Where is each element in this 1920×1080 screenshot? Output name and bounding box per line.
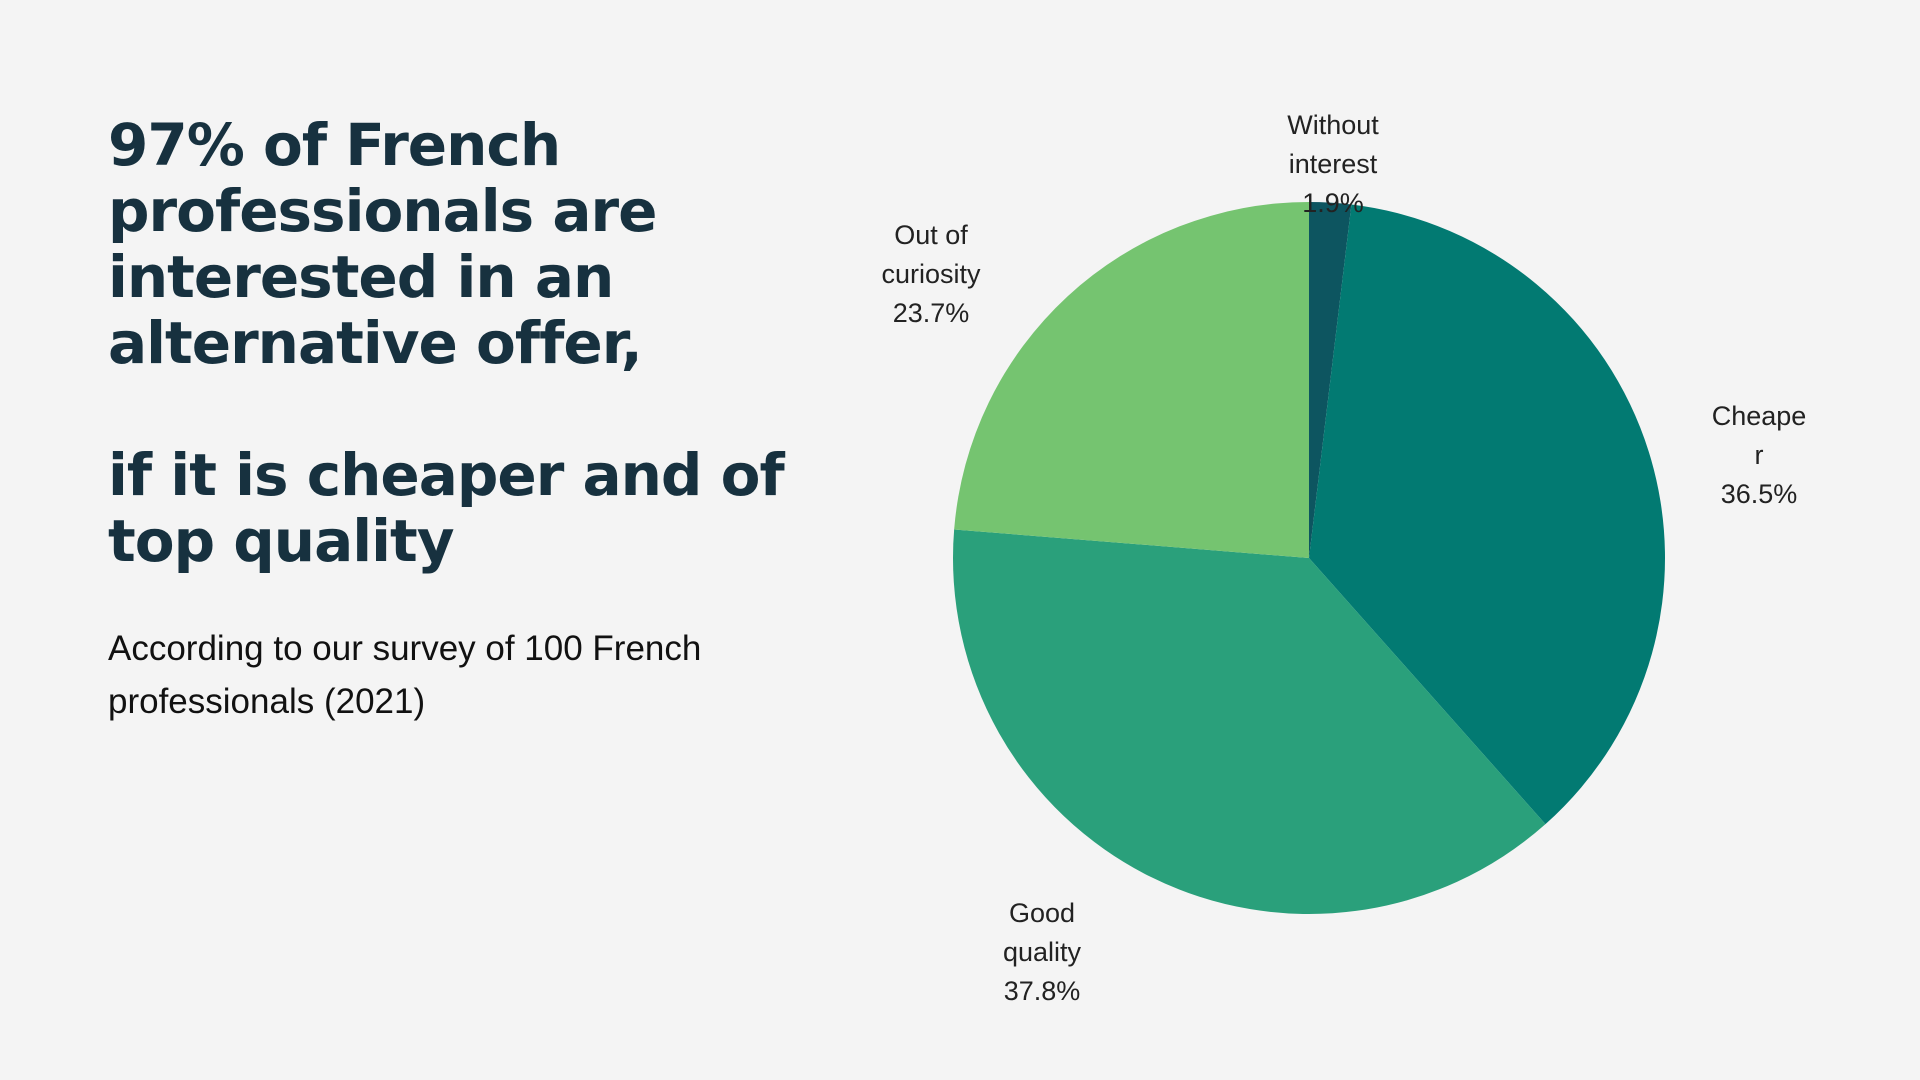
- headline-line: top quality: [108, 507, 455, 575]
- headline: 97% of French professionals are interest…: [108, 112, 828, 574]
- slice-label-text: Without: [1287, 110, 1379, 140]
- headline-line: if it is cheaper and of: [108, 441, 785, 509]
- slice-label: Without interest 1.9%: [1253, 106, 1413, 223]
- slice-label-text: interest: [1288, 149, 1378, 179]
- subtitle-line: According to our survey of 100 French: [108, 629, 702, 668]
- slice-label-text: curiosity: [881, 259, 981, 289]
- headline-line: 97% of French: [108, 111, 561, 179]
- headline-line: professionals are: [108, 177, 657, 245]
- survey-subtitle: According to our survey of 100 French pr…: [108, 622, 808, 728]
- slice-label-text: Cheape: [1711, 401, 1807, 431]
- pie-slice: [952, 529, 1546, 915]
- slice-label-text: Good: [1008, 898, 1076, 928]
- slice-label-text: r: [1754, 440, 1764, 470]
- slice-label: Cheape r 36.5%: [1679, 397, 1839, 514]
- pie-slice: [1309, 204, 1666, 825]
- subtitle-line: professionals (2021): [108, 682, 426, 721]
- headline-line: alternative offer,: [108, 309, 643, 377]
- slice-percent-label: 36.5%: [1720, 479, 1798, 509]
- slice-percent-label: 37.8%: [1003, 976, 1081, 1006]
- slice-percent-label: 23.7%: [892, 298, 970, 328]
- pie-slice: [1309, 202, 1352, 558]
- slice-label: Out of curiosity 23.7%: [851, 216, 1011, 333]
- headline-line: interested in an: [108, 243, 614, 311]
- slice-label: Good quality 37.8%: [962, 894, 1122, 1011]
- pie-slice: [954, 202, 1309, 558]
- slice-label-text: quality: [1002, 937, 1082, 967]
- slice-percent-label: 1.9%: [1302, 188, 1364, 218]
- slice-label-text: Out of: [894, 220, 968, 250]
